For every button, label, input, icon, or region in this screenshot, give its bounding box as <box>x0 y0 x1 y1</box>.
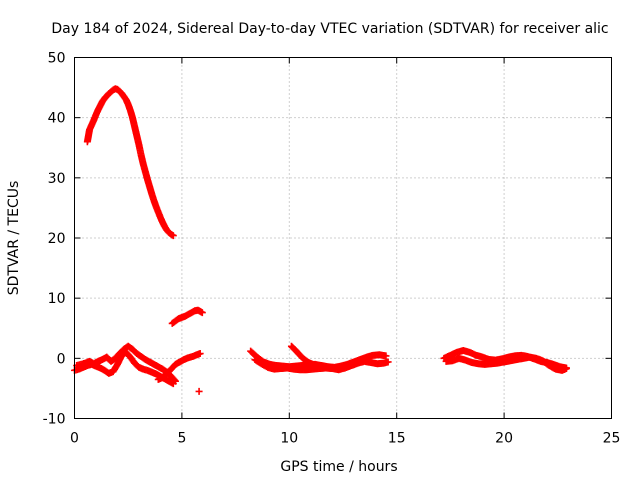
y-axis-ticks: -10 0 10 20 30 40 50 <box>43 51 612 428</box>
y-tick-label: 20 <box>48 231 66 247</box>
data-point <box>169 232 177 240</box>
x-tick-label: 15 <box>388 431 406 447</box>
y-tick-label: 10 <box>48 291 66 307</box>
data-point <box>313 362 321 370</box>
data-points <box>71 85 570 395</box>
y-tick-label: -10 <box>43 412 66 428</box>
data-point <box>382 352 390 360</box>
data-point <box>198 309 206 317</box>
x-tick-label: 5 <box>177 431 186 447</box>
plot-border <box>74 57 612 419</box>
data-point <box>562 365 570 373</box>
y-tick-label: 0 <box>57 351 66 367</box>
chart-title: Day 184 of 2024, Sidereal Day-to-day VTE… <box>51 21 608 37</box>
data-point <box>384 358 392 366</box>
x-tick-label: 25 <box>603 431 621 447</box>
grid <box>74 57 612 419</box>
y-tick-label: 50 <box>48 51 66 67</box>
y-tick-label: 30 <box>48 171 66 187</box>
x-axis-label: GPS time / hours <box>280 459 397 475</box>
data-point <box>171 377 179 385</box>
y-axis-label: SDTVAR / TECUs <box>6 181 22 296</box>
x-tick-label: 0 <box>70 431 79 447</box>
data-point <box>171 376 179 384</box>
y-tick-label: 40 <box>48 111 66 127</box>
x-axis-ticks: 0 5 10 15 20 25 <box>70 57 621 447</box>
data-point <box>196 350 204 358</box>
x-tick-label: 10 <box>280 431 298 447</box>
data-point <box>195 387 203 395</box>
x-tick-label: 20 <box>495 431 513 447</box>
